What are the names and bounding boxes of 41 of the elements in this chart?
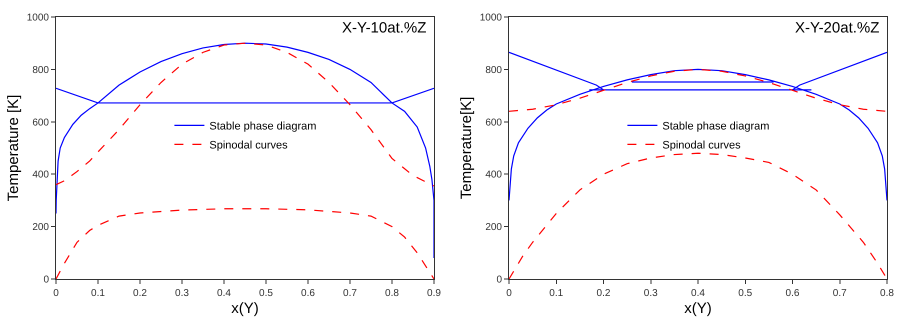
x-tick-label: 0.1 (91, 288, 106, 299)
y-tick-label: 600 (32, 117, 50, 128)
x-tick-label: 0 (53, 288, 60, 299)
x-tick-label: 0.4 (217, 288, 232, 299)
y-tick-label: 0 (43, 274, 50, 286)
chart-title: X-Y-20at.%Z (794, 20, 880, 37)
y-tick-label: 0 (496, 274, 502, 286)
chart-title: X-Y-10at.%Z (342, 20, 426, 37)
x-tick-label: 0.6 (786, 288, 800, 299)
y-tick-label: 200 (32, 222, 50, 234)
x-tick-label: 0.6 (301, 288, 316, 299)
y-tick-label: 200 (485, 222, 502, 234)
x-tick-label: 0.7 (832, 288, 848, 299)
x-tick-label: 0 (506, 288, 512, 299)
x-tick-label: 0.3 (175, 288, 190, 299)
y-tick-label: 600 (485, 117, 502, 128)
x-tick-label: 0.2 (133, 288, 148, 299)
legend-label: Spinodal curves (209, 140, 288, 152)
x-tick-label: 0.8 (880, 288, 894, 299)
y-axis-title: Temperature [K] (5, 94, 22, 202)
x-tick-label: 0.7 (343, 288, 358, 299)
x-tick-label: 0.3 (644, 288, 658, 299)
y-tick-label: 800 (485, 64, 502, 76)
x-tick-label: 0.9 (427, 288, 442, 299)
y-tick-label: 400 (485, 170, 502, 181)
x-tick-label: 0.4 (691, 288, 706, 299)
y-tick-label: 400 (32, 170, 50, 181)
legend-label: Stable phase diagram (209, 120, 316, 133)
x-tick-label: 0.5 (259, 288, 274, 299)
x-axis-title: x(Y) (684, 300, 712, 317)
x-tick-label: 0.2 (596, 288, 611, 299)
x-tick-label: 0.1 (549, 288, 564, 299)
y-tick-label: 800 (32, 64, 50, 76)
y-tick-label: 1000 (26, 12, 50, 24)
legend-label: Spinodal curves (662, 140, 742, 152)
legend-label: Stable phase diagram (662, 120, 770, 133)
y-tick-label: 1000 (480, 12, 502, 24)
x-tick-label: 0.8 (385, 288, 400, 299)
x-axis-title: x(Y) (231, 300, 259, 317)
y-axis-title: Temperature[K] (458, 96, 475, 200)
x-tick-label: 0.5 (738, 288, 753, 299)
